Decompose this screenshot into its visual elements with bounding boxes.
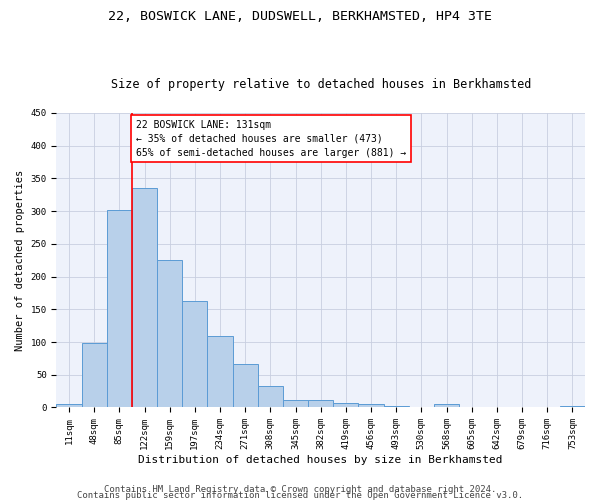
- Bar: [208, 336, 233, 407]
- X-axis label: Distribution of detached houses by size in Berkhamsted: Distribution of detached houses by size …: [139, 455, 503, 465]
- Bar: [132, 188, 157, 408]
- Bar: [182, 301, 208, 408]
- Bar: [383, 406, 409, 407]
- Text: Contains HM Land Registry data © Crown copyright and database right 2024.: Contains HM Land Registry data © Crown c…: [104, 485, 496, 494]
- Y-axis label: Number of detached properties: Number of detached properties: [15, 170, 25, 351]
- Text: Contains public sector information licensed under the Open Government Licence v3: Contains public sector information licen…: [77, 491, 523, 500]
- Title: Size of property relative to detached houses in Berkhamsted: Size of property relative to detached ho…: [110, 78, 531, 91]
- Bar: [560, 406, 585, 407]
- Bar: [434, 404, 459, 407]
- Bar: [233, 364, 258, 408]
- Text: 22, BOSWICK LANE, DUDSWELL, BERKHAMSTED, HP4 3TE: 22, BOSWICK LANE, DUDSWELL, BERKHAMSTED,…: [108, 10, 492, 23]
- Bar: [283, 400, 308, 407]
- Bar: [56, 404, 82, 407]
- Text: 22 BOSWICK LANE: 131sqm
← 35% of detached houses are smaller (473)
65% of semi-d: 22 BOSWICK LANE: 131sqm ← 35% of detache…: [136, 120, 406, 158]
- Bar: [157, 260, 182, 408]
- Bar: [107, 210, 132, 408]
- Bar: [82, 344, 107, 407]
- Bar: [358, 404, 383, 407]
- Bar: [333, 403, 358, 407]
- Bar: [258, 386, 283, 407]
- Bar: [308, 400, 333, 407]
